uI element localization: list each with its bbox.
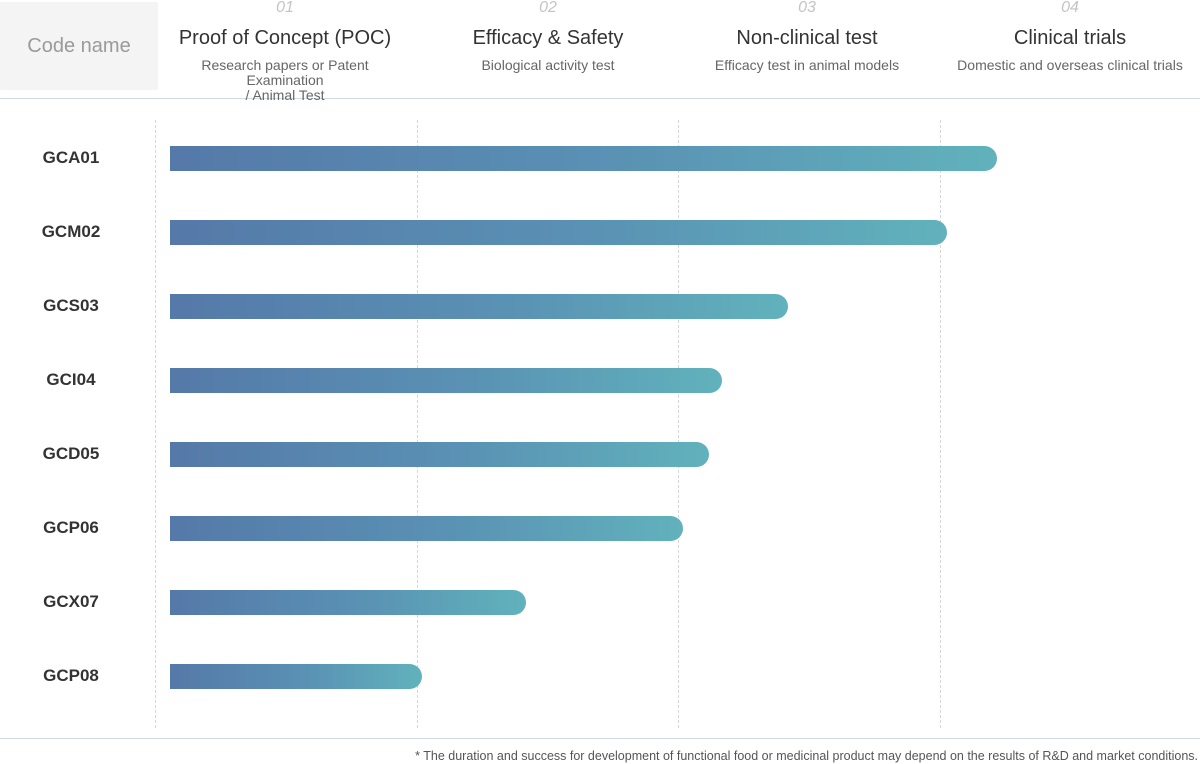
stage-subtitle: Research papers or Patent Examination / …: [201, 57, 369, 103]
category-label: GCA01: [42, 148, 100, 167]
grid-line: [155, 120, 156, 728]
stage-title: Efficacy & Safety: [472, 27, 624, 49]
stage-number: 02: [539, 0, 557, 16]
grid-line: [940, 120, 941, 728]
footer-divider: [0, 738, 1200, 739]
stage-number: 04: [1061, 0, 1079, 16]
stage-number: 03: [798, 0, 816, 16]
progress-bar-gcs03: [170, 294, 788, 319]
stage-03: 03 Non-clinical test Efficacy test in an…: [688, 0, 926, 73]
stage-01: 01 Proof of Concept (POC) Research paper…: [168, 0, 402, 103]
progress-bar-gcm02: [170, 220, 947, 245]
progress-bar-gcp06: [170, 516, 683, 541]
code-name-header: Code name: [0, 2, 158, 90]
progress-bar-gcp08: [170, 664, 422, 689]
category-label: GCS03: [43, 296, 99, 315]
footnote: * The duration and success for developme…: [415, 749, 1198, 763]
code-name-label: Code name: [27, 34, 131, 57]
category-label: GCP06: [43, 518, 99, 537]
progress-bar-gcd05: [170, 442, 709, 467]
category-label: GCM02: [41, 222, 101, 241]
category-label: GCI04: [46, 370, 96, 389]
stage-04: 04 Clinical trials Domestic and overseas…: [944, 0, 1196, 73]
grid-line: [417, 120, 418, 728]
stage-title: Proof of Concept (POC): [178, 27, 392, 49]
category-label: GCX07: [43, 592, 99, 611]
stage-title: Non-clinical test: [736, 27, 878, 49]
stage-number: 01: [276, 0, 294, 16]
category-label: GCP08: [43, 666, 99, 685]
stage-02: 02 Efficacy & Safety Biological activity…: [429, 0, 667, 73]
category-label: GCD05: [42, 444, 100, 463]
progress-bar-gci04: [170, 368, 722, 393]
grid-line: [678, 120, 679, 728]
stage-subtitle: Biological activity test: [481, 57, 615, 73]
progress-bar-gca01: [170, 146, 997, 171]
progress-bar-gcx07: [170, 590, 526, 615]
stage-header: Code name 01 Proof of Concept (POC) Rese…: [0, 0, 1200, 103]
stage-title: Clinical trials: [1013, 27, 1127, 49]
stage-subtitle: Efficacy test in animal models: [714, 57, 900, 73]
stage-subtitle: Domestic and overseas clinical trials: [957, 57, 1183, 73]
